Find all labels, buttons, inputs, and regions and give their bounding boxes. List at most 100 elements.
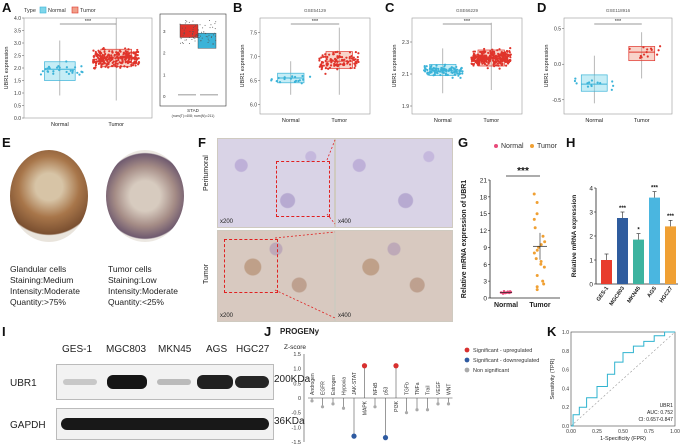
tumor-point <box>541 234 545 238</box>
data-point <box>127 52 130 55</box>
tumor-point <box>535 274 539 278</box>
data-point <box>126 65 129 69</box>
inset-point <box>181 42 183 44</box>
data-point <box>104 65 107 68</box>
x-tick-label: 0.75 <box>644 429 654 435</box>
data-point <box>503 59 506 63</box>
data-point <box>327 67 330 70</box>
chart-title: GSE66229 <box>456 8 479 13</box>
x-tick-label: Normal <box>434 118 452 124</box>
data-point <box>473 56 476 59</box>
data-point <box>586 85 590 88</box>
y-tick-label: 1.0 <box>14 91 21 97</box>
data-point <box>348 57 351 60</box>
inset-point <box>214 32 216 34</box>
data-point <box>308 75 312 78</box>
y-tick-label: 1.9 <box>402 104 409 110</box>
data-point <box>346 62 349 65</box>
data-point <box>492 62 495 66</box>
inset-y-tick: 0 <box>163 94 166 99</box>
data-point <box>289 77 293 80</box>
inset-point <box>198 34 200 36</box>
panel-label-i: I <box>2 324 6 339</box>
legend-down-dot <box>464 357 470 363</box>
pathway-label: TNFa <box>415 382 421 395</box>
x-tick-label: 0.25 <box>592 429 602 435</box>
data-point <box>118 61 121 64</box>
inset-point <box>183 31 185 33</box>
data-point <box>435 64 438 67</box>
data-point <box>470 59 474 63</box>
data-point <box>493 65 496 68</box>
e-right-line3: Intensity:Moderate <box>108 286 178 296</box>
data-point <box>478 50 482 54</box>
panel-label-a: A <box>2 0 12 15</box>
inset-point <box>213 43 215 45</box>
data-point <box>129 60 132 64</box>
data-point <box>459 76 462 79</box>
y-axis-label: Sensitivity (TPR) <box>550 358 556 399</box>
data-point <box>506 61 509 64</box>
data-point <box>479 54 482 57</box>
y-tick-label: 1.0 <box>293 367 301 373</box>
data-point <box>100 55 103 58</box>
data-point <box>451 76 454 79</box>
panel-f: Peritumoral Tumor x200 x400 x200 x400 <box>203 136 455 324</box>
data-point <box>134 53 137 56</box>
plot-frame <box>411 17 523 115</box>
legend-tumor-swatch <box>71 6 79 14</box>
sig-label: *** <box>667 214 675 220</box>
lollipop-point <box>351 433 357 439</box>
data-point <box>132 62 135 65</box>
inset-point <box>210 24 212 26</box>
legend-up-label: Significant - upregulated <box>473 348 532 354</box>
pathway-label: p53 <box>384 386 390 395</box>
data-point <box>453 73 456 76</box>
y-tick-label: -1.0 <box>292 425 301 431</box>
data-point <box>473 53 476 56</box>
lollipop-point <box>393 363 399 369</box>
data-point <box>325 57 328 61</box>
ihc-core-tumor <box>106 150 184 242</box>
inset-point <box>207 38 209 40</box>
data-point <box>46 70 49 73</box>
data-point <box>44 67 47 71</box>
data-point <box>124 47 127 50</box>
inset-point <box>215 21 217 23</box>
data-point <box>99 58 102 61</box>
y-tick-label: 0.2 <box>562 405 569 411</box>
data-point <box>298 79 301 82</box>
normal-point <box>502 289 506 293</box>
sig-label: *** <box>615 19 622 25</box>
data-point <box>487 56 490 59</box>
data-point <box>505 64 508 67</box>
data-point <box>483 57 486 60</box>
inset-point <box>197 36 199 38</box>
data-point <box>612 84 615 87</box>
data-point <box>348 51 352 54</box>
lane-mgc803: MGC803 <box>106 344 147 355</box>
data-point <box>356 58 360 61</box>
data-point <box>108 50 111 53</box>
data-point <box>121 61 124 64</box>
ihc-core-normal <box>10 150 88 242</box>
data-point <box>628 47 631 50</box>
data-point <box>656 53 659 56</box>
data-point <box>100 66 103 69</box>
data-point <box>329 64 333 67</box>
data-point <box>134 64 137 67</box>
data-point <box>127 55 130 58</box>
data-point <box>356 55 359 59</box>
tumor-point <box>542 265 546 269</box>
lollipop-point <box>382 435 389 441</box>
legend-ns-label: Non significant <box>473 368 510 374</box>
pathway-label: NFkB <box>373 382 379 395</box>
data-point <box>115 51 118 54</box>
sig-label: *** <box>464 19 471 25</box>
data-point <box>611 80 614 83</box>
inset-point <box>212 26 214 28</box>
data-point <box>345 56 348 59</box>
data-point <box>500 53 503 56</box>
legend-tumor-label: Tumor <box>80 8 96 14</box>
data-point <box>300 82 303 85</box>
